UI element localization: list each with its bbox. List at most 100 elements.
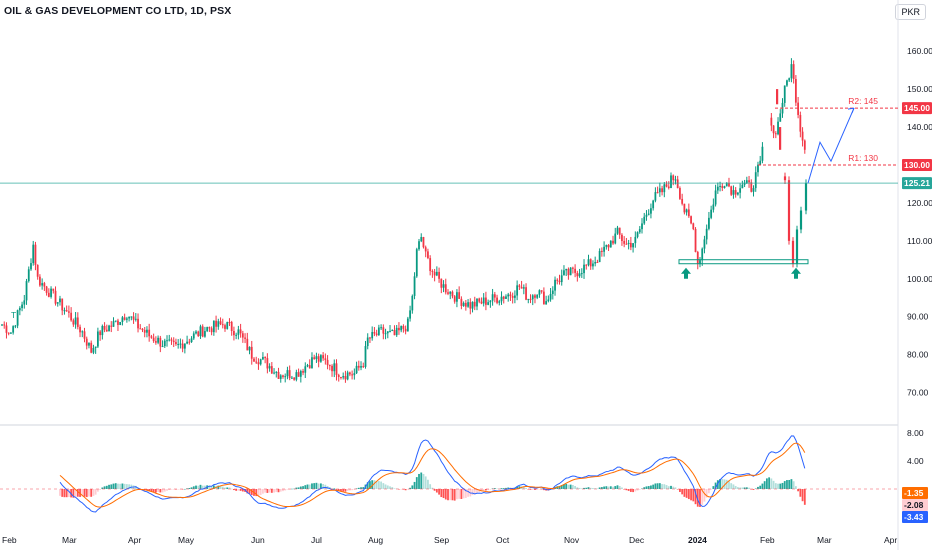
- candle: [779, 127, 782, 150]
- macd-histogram-bar: [585, 487, 588, 489]
- candle: [516, 285, 519, 296]
- candle: [308, 365, 311, 369]
- y-tick-label: 80.00: [907, 350, 929, 360]
- macd-value-tag: [902, 511, 928, 523]
- candle: [453, 296, 456, 302]
- macd-histogram-bar: [146, 489, 148, 491]
- macd-histogram-bar: [679, 489, 681, 492]
- candle: [549, 293, 552, 300]
- macd-histogram-bar: [589, 487, 592, 489]
- candle: [52, 288, 55, 291]
- candle: [114, 320, 117, 322]
- macd-histogram-bar: [614, 486, 617, 489]
- macd-histogram-bar: [605, 486, 608, 489]
- candle: [221, 324, 224, 326]
- candle: [716, 186, 719, 191]
- candle: [85, 338, 88, 346]
- candle: [787, 180, 791, 241]
- macd-histogram-bar: [687, 489, 690, 500]
- macd-histogram-bar: [665, 485, 668, 489]
- macd-histogram-bar: [313, 483, 316, 489]
- candle: [268, 366, 271, 369]
- macd-histogram-bar: [438, 489, 440, 495]
- candle: [705, 228, 708, 240]
- macd-histogram-bar: [565, 483, 568, 489]
- candle: [719, 185, 721, 187]
- candle: [433, 271, 436, 276]
- macd-histogram-bar: [444, 489, 447, 500]
- macd-histogram-bar: [85, 489, 88, 498]
- macd-histogram-bar: [63, 489, 66, 498]
- x-tick-label: 2024: [688, 535, 707, 545]
- candle: [81, 331, 84, 333]
- candle: [598, 250, 601, 263]
- macd-histogram-bar: [308, 484, 311, 489]
- macd-histogram-bar: [371, 480, 374, 489]
- macd-histogram-bar: [563, 484, 565, 489]
- macd-histogram-bar: [460, 489, 463, 499]
- candle: [665, 184, 668, 187]
- macd-histogram-bar: [322, 483, 325, 489]
- macd-histogram-bar: [427, 479, 429, 489]
- macd-histogram-bar: [360, 487, 362, 489]
- candle: [235, 334, 238, 336]
- macd-histogram-bar: [567, 484, 570, 489]
- macd-histogram-bar: [373, 480, 376, 489]
- y-tick-label: 150.00: [907, 84, 932, 94]
- candle: [496, 297, 498, 303]
- candle: [355, 365, 358, 374]
- candle: [277, 371, 280, 379]
- candle: [467, 302, 469, 307]
- candle: [565, 268, 568, 271]
- macd-histogram-bar: [748, 487, 750, 489]
- macd-histogram-bar: [362, 487, 365, 489]
- macd-histogram-bar: [134, 485, 137, 489]
- macd-histogram-bar: [574, 486, 577, 489]
- currency-button[interactable]: PKR: [895, 4, 926, 20]
- macd-histogram-bar: [275, 489, 278, 493]
- candle: [208, 327, 211, 329]
- macd-histogram-bar: [799, 489, 802, 497]
- candle: [603, 246, 605, 252]
- candle: [286, 370, 289, 377]
- candle: [585, 264, 588, 266]
- macd-histogram-bar: [68, 489, 70, 497]
- macd-histogram-bar: [188, 488, 191, 489]
- macd-histogram-bar: [467, 489, 469, 497]
- candle: [424, 247, 427, 252]
- macd-histogram-bar: [774, 483, 777, 489]
- candle: [643, 216, 646, 224]
- macd-histogram-bar: [195, 485, 197, 489]
- candle: [210, 328, 213, 333]
- macd-histogram-bar: [761, 483, 764, 489]
- macd-histogram-bar: [228, 487, 231, 489]
- candle: [137, 318, 139, 329]
- candle: [641, 223, 643, 230]
- macd-histogram-bar: [522, 486, 525, 489]
- candle: [45, 286, 48, 293]
- candle: [61, 298, 64, 311]
- macd-histogram-bar: [476, 489, 478, 493]
- candle: [364, 346, 367, 367]
- candle: [411, 295, 414, 311]
- candle: [478, 298, 481, 302]
- candle: [257, 362, 260, 365]
- macd-histogram-bar: [123, 483, 126, 489]
- candle: [395, 327, 398, 336]
- macd-histogram-bar: [770, 478, 773, 489]
- candle: [183, 343, 186, 349]
- candle: [105, 329, 108, 332]
- candle: [739, 188, 742, 193]
- candle: [518, 285, 521, 287]
- candle: [297, 372, 300, 377]
- macd-histogram-bar: [409, 487, 411, 489]
- macd-histogram-bar: [183, 488, 186, 490]
- candle: [362, 366, 365, 368]
- candle: [699, 260, 701, 265]
- candle: [230, 322, 233, 331]
- macd-histogram-bar: [576, 487, 579, 489]
- candle: [139, 328, 142, 330]
- candle: [676, 179, 679, 189]
- candle: [14, 325, 17, 327]
